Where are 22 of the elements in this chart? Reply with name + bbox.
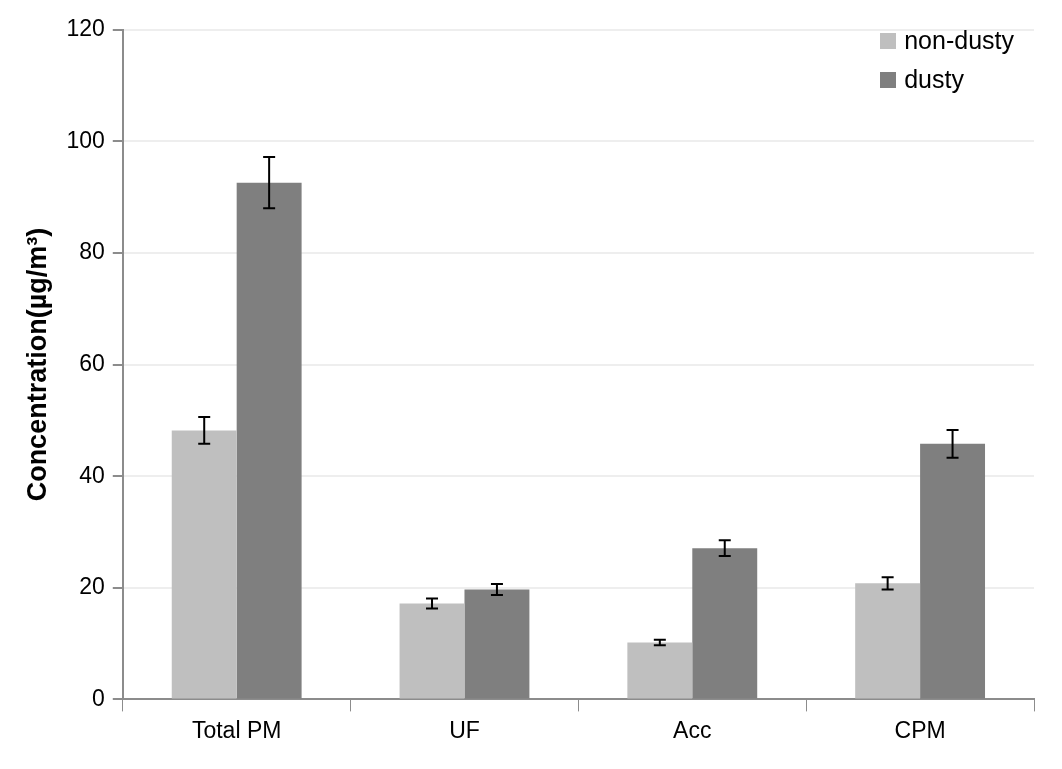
bar: [171, 430, 237, 699]
bar: [464, 589, 530, 699]
bar: [692, 548, 758, 699]
bar: [399, 603, 465, 699]
x-tick-label: Acc: [673, 716, 712, 743]
bar: [236, 182, 302, 699]
y-tick-label: 100: [66, 126, 105, 153]
y-tick-label: 20: [79, 573, 105, 600]
legend-label: dusty: [904, 65, 964, 94]
legend-label: non-dusty: [904, 26, 1014, 55]
bar: [855, 583, 921, 699]
x-tick-label: CPM: [894, 716, 946, 743]
y-axis-title: Concentration(µg/m³): [21, 227, 52, 502]
x-tick-label: Total PM: [191, 716, 282, 743]
y-tick-label: 40: [79, 461, 105, 488]
y-tick-label: 0: [91, 684, 105, 711]
y-tick-label: 80: [79, 238, 105, 265]
y-tick-label: 120: [66, 15, 105, 42]
y-tick-label: 60: [79, 349, 105, 376]
bar: [920, 443, 986, 699]
x-tick-label: UF: [449, 716, 480, 743]
bar: [627, 642, 693, 699]
